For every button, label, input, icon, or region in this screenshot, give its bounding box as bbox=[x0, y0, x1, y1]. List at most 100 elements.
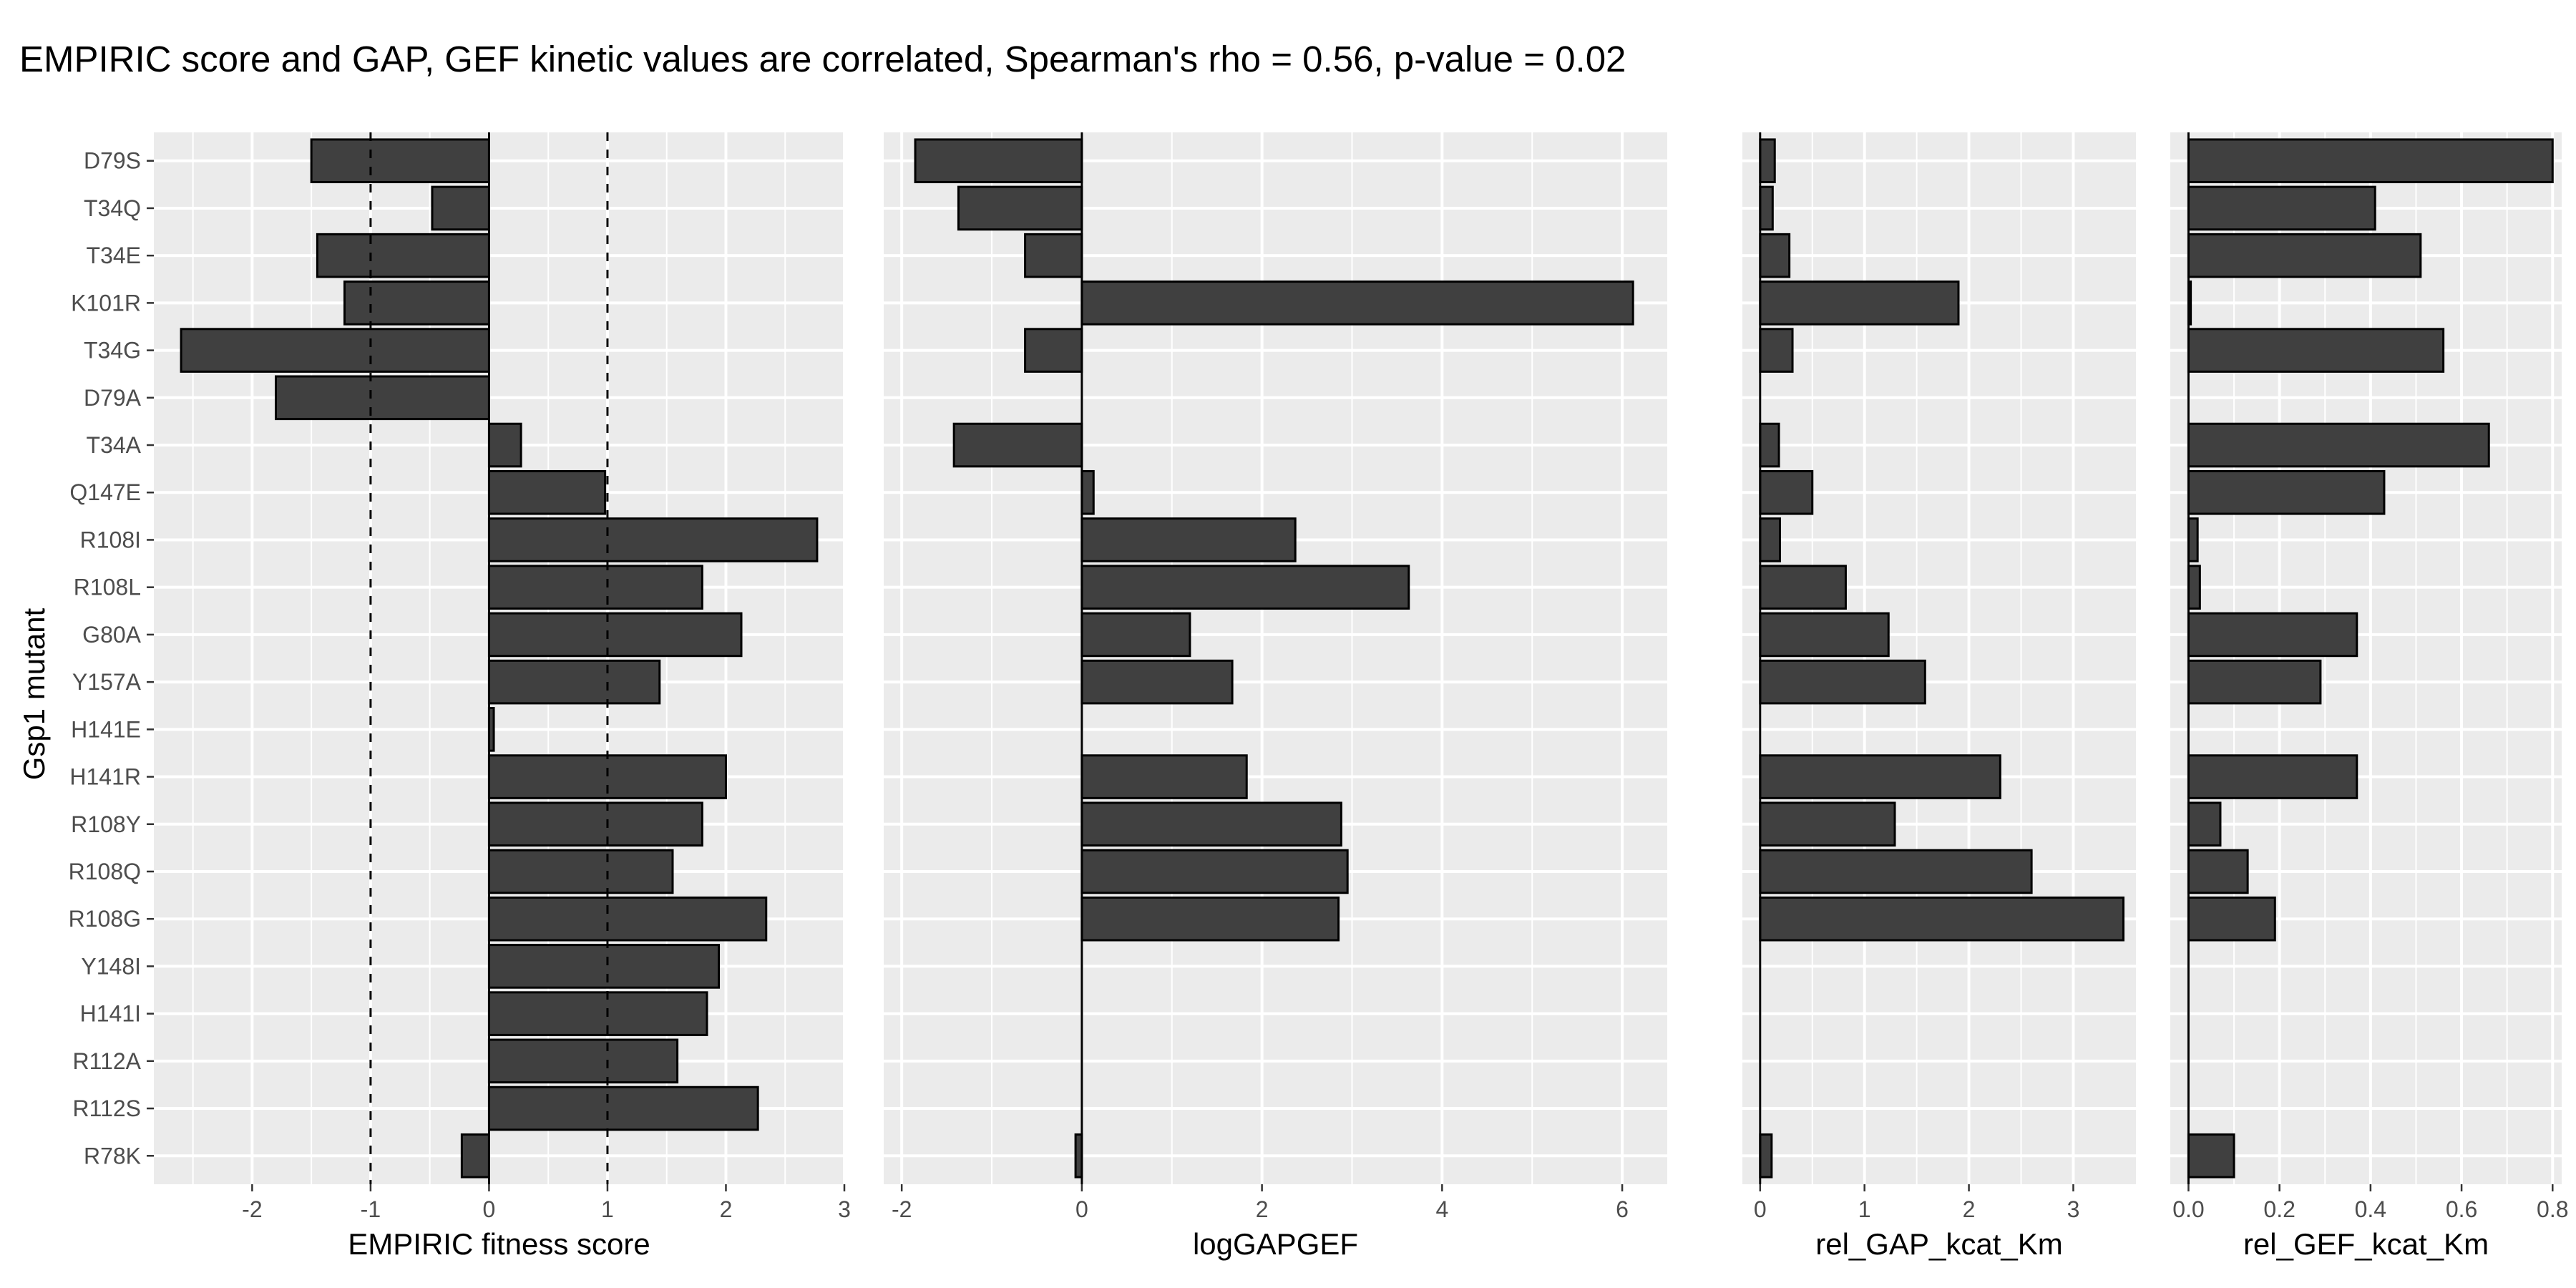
bar-T34A bbox=[952, 422, 1083, 468]
y-tick-label: R108Q bbox=[69, 859, 141, 884]
bar-R108L bbox=[487, 565, 703, 610]
y-tick-label: R78K bbox=[84, 1143, 141, 1169]
x-tick-label: 0.6 bbox=[2446, 1196, 2477, 1222]
bar-T34E bbox=[2187, 233, 2422, 278]
bar-D79S bbox=[2187, 138, 2554, 184]
y-tick-label: T34A bbox=[87, 432, 142, 458]
bar-R108I bbox=[1080, 517, 1297, 562]
x-tick-label: 2 bbox=[720, 1196, 733, 1222]
y-tick-label: Q147E bbox=[69, 479, 141, 505]
x-tick-label: 6 bbox=[1616, 1196, 1629, 1222]
bar-G80A bbox=[2187, 612, 2358, 658]
x-tick-label: 0.4 bbox=[2355, 1196, 2386, 1222]
bar-D79S bbox=[310, 138, 490, 184]
bar-Y157A bbox=[487, 659, 661, 705]
x-tick-label: 0.0 bbox=[2172, 1196, 2204, 1222]
bar-R108Q bbox=[1759, 849, 2033, 894]
bar-K101R bbox=[1759, 280, 1960, 326]
bar-R108L bbox=[2187, 565, 2201, 610]
y-tick-label: H141E bbox=[71, 716, 141, 742]
x-tick-label: 0.2 bbox=[2263, 1196, 2295, 1222]
y-tick-label: T34E bbox=[87, 243, 141, 268]
y-tick-label: Y157A bbox=[72, 669, 142, 695]
bar-R108G bbox=[1759, 896, 2124, 942]
bar-T34G bbox=[2187, 328, 2445, 373]
y-tick-label: H141I bbox=[80, 1001, 141, 1027]
bar-H141R bbox=[1080, 754, 1248, 799]
bar-H141I bbox=[487, 991, 708, 1036]
y-tick-label: K101R bbox=[71, 290, 141, 316]
x-axis-title: logGAPGEF bbox=[1193, 1227, 1358, 1261]
bar-R108G bbox=[1080, 896, 1340, 942]
bar-K101R bbox=[1080, 280, 1634, 326]
bar-Y157A bbox=[1080, 659, 1234, 705]
bar-T34G bbox=[1759, 328, 1794, 373]
bar-G80A bbox=[1080, 612, 1191, 658]
x-tick-label: 1 bbox=[601, 1196, 614, 1222]
bar-R108L bbox=[1080, 565, 1410, 610]
bar-T34Q bbox=[2187, 185, 2376, 231]
bar-H141R bbox=[1759, 754, 2001, 799]
bar-T34A bbox=[2187, 422, 2490, 468]
x-axis-title: rel_GAP_kcat_Km bbox=[1815, 1227, 2062, 1261]
x-tick-label: 0 bbox=[483, 1196, 496, 1222]
x-tick-label: 4 bbox=[1435, 1196, 1448, 1222]
x-axis-title: rel_GEF_kcat_Km bbox=[2243, 1227, 2489, 1261]
bar-T34A bbox=[1759, 422, 1780, 468]
bar-Q147E bbox=[1759, 469, 1814, 515]
bar-R78K bbox=[460, 1133, 490, 1179]
bar-R108I bbox=[1759, 517, 1782, 562]
x-tick-label: 2 bbox=[1256, 1196, 1269, 1222]
bar-Y148I bbox=[487, 944, 721, 989]
x-tick-label: 0 bbox=[1754, 1196, 1767, 1222]
bar-R112A bbox=[487, 1038, 679, 1084]
bar-R112S bbox=[487, 1085, 759, 1131]
y-axis-title: Gsp1 mutant bbox=[17, 608, 51, 780]
y-tick-label: T34G bbox=[84, 338, 141, 364]
chart-title: EMPIRIC score and GAP, GEF kinetic value… bbox=[19, 39, 1626, 79]
x-tick-label: -2 bbox=[892, 1196, 912, 1222]
bar-D79S bbox=[914, 138, 1083, 184]
bar-T34A bbox=[487, 422, 522, 468]
bar-R108G bbox=[487, 896, 768, 942]
x-axis-title: EMPIRIC fitness score bbox=[348, 1227, 650, 1261]
x-tick-label: -2 bbox=[242, 1196, 262, 1222]
bar-R108G bbox=[2187, 896, 2276, 942]
y-tick-label: R108Y bbox=[71, 811, 141, 837]
bar-Q147E bbox=[1080, 469, 1095, 515]
bar-R78K bbox=[1759, 1133, 1773, 1179]
bar-H141R bbox=[2187, 754, 2358, 799]
y-tick-label: G80A bbox=[82, 622, 141, 648]
y-tick-label: R108I bbox=[80, 527, 141, 552]
x-tick-label: 0 bbox=[1075, 1196, 1088, 1222]
bar-T34Q bbox=[957, 185, 1083, 231]
bar-T34Q bbox=[431, 185, 490, 231]
bar-K101R bbox=[343, 280, 490, 326]
y-tick-label: T34Q bbox=[84, 195, 141, 221]
y-tick-label: Y148I bbox=[81, 953, 141, 979]
bar-D79A bbox=[274, 375, 490, 421]
bar-R108Q bbox=[2187, 849, 2249, 894]
x-tick-label: 0.8 bbox=[2537, 1196, 2568, 1222]
bar-R108Q bbox=[1080, 849, 1349, 894]
x-tick-label: 3 bbox=[2067, 1196, 2080, 1222]
bar-T34E bbox=[316, 233, 490, 278]
bar-Q147E bbox=[487, 469, 607, 515]
panels: D79S T34Q T34E K101R T34G D79A T34A Q147E R108I R… bbox=[69, 132, 2569, 1261]
bar-T34Q bbox=[1759, 185, 1774, 231]
x-tick-label: 3 bbox=[838, 1196, 851, 1222]
y-tick-label: R112A bbox=[73, 1048, 142, 1074]
bar-R108Y bbox=[2187, 801, 2222, 847]
bar-R108Y bbox=[487, 801, 703, 847]
bar-R108Q bbox=[487, 849, 674, 894]
panel-background bbox=[2170, 132, 2562, 1184]
y-tick-label: H141R bbox=[69, 764, 141, 790]
y-tick-label: D79A bbox=[84, 385, 142, 411]
y-tick-label: R108G bbox=[69, 906, 141, 932]
bar-R108I bbox=[2187, 517, 2199, 562]
x-tick-label: 2 bbox=[1963, 1196, 1976, 1222]
bar-G80A bbox=[1759, 612, 1890, 658]
y-tick-label: R108L bbox=[74, 575, 141, 600]
y-tick-label: R112S bbox=[73, 1096, 141, 1121]
